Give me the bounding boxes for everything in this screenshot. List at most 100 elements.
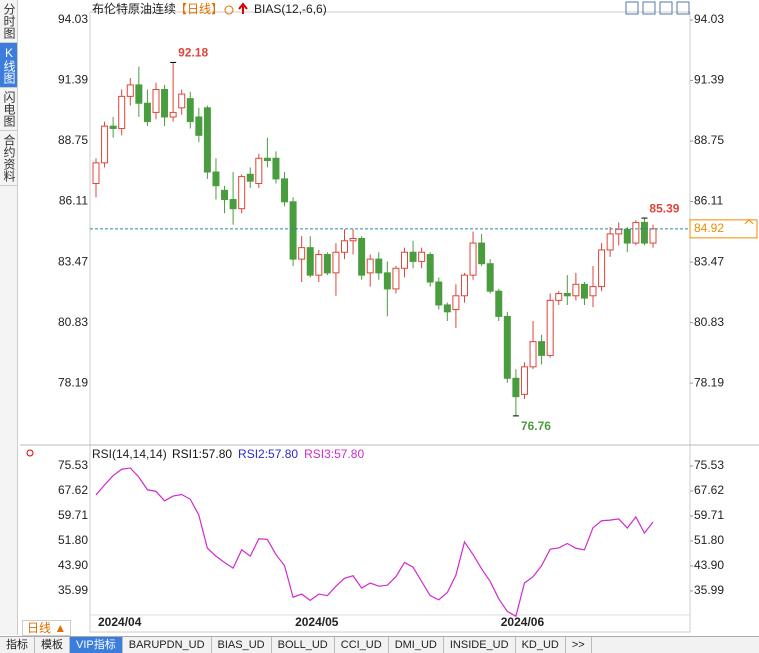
candle-body [221, 189, 229, 201]
candle-body [443, 304, 451, 313]
candle-body [323, 254, 331, 274]
y-tick-label: 83.47 [58, 254, 88, 268]
candle-body [281, 178, 289, 203]
candle-body [538, 341, 546, 356]
chart-title: 布伦特原油连续 [92, 1, 176, 16]
rsi-tick-label: 67.62 [58, 483, 88, 497]
y-tick-label: 94.03 [58, 12, 88, 26]
y-tick-label-right: 94.03 [694, 12, 724, 26]
indicator-tab[interactable]: BARUPDN_UD [123, 637, 212, 653]
indicator-tab[interactable]: VIP指标 [70, 637, 123, 653]
candle-body [366, 258, 374, 274]
candle-body [289, 201, 297, 260]
candle-body [101, 125, 109, 164]
indicator-tab[interactable]: 指标 [0, 637, 35, 653]
y-tick-label: 80.83 [58, 315, 88, 329]
candle-body [135, 84, 143, 104]
candle-body [109, 125, 117, 129]
candle-body [495, 290, 503, 317]
y-tick-label: 78.19 [58, 375, 88, 389]
rsi-tick-label-right: 35.99 [694, 583, 724, 597]
extreme-label: 76.76 [521, 419, 551, 433]
side-tab[interactable]: K线图 [0, 43, 17, 88]
period-label[interactable]: 【日线】 [175, 2, 223, 16]
candle-body [512, 377, 520, 398]
candle-body [169, 111, 177, 118]
candle-body [238, 176, 246, 210]
settings-icon[interactable] [26, 449, 34, 457]
side-tab[interactable]: 闪电图 [0, 88, 17, 131]
indicator-label[interactable]: BIAS(12,-6,6) [254, 2, 327, 16]
icon[interactable] [625, 1, 639, 15]
icon[interactable] [676, 1, 690, 15]
indicator-tab[interactable]: >> [566, 637, 592, 653]
indicator-tab[interactable]: BOLL_UD [272, 637, 335, 653]
rsi-tick-label-right: 51.80 [694, 533, 724, 547]
indicator-tab[interactable]: INSIDE_UD [444, 637, 516, 653]
y-tick-label: 88.75 [58, 133, 88, 147]
last-price-box [689, 219, 758, 239]
candle-body [92, 162, 100, 184]
candle-body [598, 249, 606, 288]
candle-body [272, 157, 280, 180]
candle-body [229, 199, 237, 210]
indicator-tab[interactable]: CCI_UD [335, 637, 389, 653]
candle-body [478, 242, 486, 265]
candle-body [580, 283, 588, 299]
last-price-arrow [744, 219, 754, 225]
candle-body [563, 292, 571, 297]
candle-body [460, 274, 468, 297]
candle-body [246, 173, 254, 182]
candle-body [298, 247, 306, 260]
candle-body [469, 242, 477, 276]
candle-body [623, 228, 631, 244]
candle-body [426, 254, 434, 283]
side-tab[interactable]: 合约资料 [0, 131, 17, 186]
candle-body [212, 171, 220, 187]
y-tick-label-right: 78.19 [694, 375, 724, 389]
candle-body [375, 258, 383, 274]
rsi-legend: RSI2:57.80 [238, 447, 298, 461]
rsi-title: RSI(14,14,14) [92, 447, 167, 461]
frame [89, 11, 691, 633]
x-tick-label: 2024/06 [501, 615, 545, 629]
side-tab[interactable]: 分时图 [0, 0, 17, 43]
rsi-legend: RSI1:57.80 [172, 447, 232, 461]
indicator-tabs: 指标 模板 VIP指标 BARUPDN_UD BIAS_UD BOLL_UD CCI_UD D… [0, 636, 759, 653]
indicator-tab[interactable]: 模板 [35, 637, 70, 653]
rsi-tick-label: 43.90 [58, 558, 88, 572]
candle-body [255, 157, 263, 184]
rsi-tick-label-right: 67.62 [694, 483, 724, 497]
indicator-tab[interactable]: BIAS_UD [212, 637, 272, 653]
candle-body [306, 247, 314, 276]
icon[interactable] [642, 1, 656, 15]
indicator-tab[interactable]: DMI_UD [389, 637, 444, 653]
candle-body [409, 251, 417, 262]
candle-body [315, 254, 323, 276]
candle-body [203, 107, 211, 173]
candle-body [161, 88, 169, 118]
candle-body [118, 95, 126, 129]
last-price-label: 84.92 [694, 221, 724, 235]
candle-body [640, 221, 648, 244]
icon[interactable] [659, 1, 673, 15]
candle-body [349, 237, 357, 242]
candle-body [452, 295, 460, 311]
rsi-tick-label: 75.53 [58, 458, 88, 472]
x-tick-label: 2024/05 [295, 615, 339, 629]
arrow-icon[interactable] [238, 2, 248, 14]
candle-body [195, 116, 203, 136]
candle-body [186, 98, 194, 123]
candle-body [392, 267, 400, 290]
candle-body [503, 315, 511, 379]
candle-body [332, 251, 340, 274]
rsi-tick-label-right: 59.71 [694, 508, 724, 522]
rsi-legend: RSI3:57.80 [304, 447, 364, 461]
period-button[interactable]: 日线 ▲ [22, 620, 72, 636]
candle-body [263, 157, 271, 162]
indicator-tab[interactable]: KD_UD [516, 637, 566, 653]
x-tick-label: 2024/04 [98, 615, 142, 629]
add-icon[interactable] [224, 5, 234, 15]
y-tick-label: 91.39 [58, 73, 88, 87]
